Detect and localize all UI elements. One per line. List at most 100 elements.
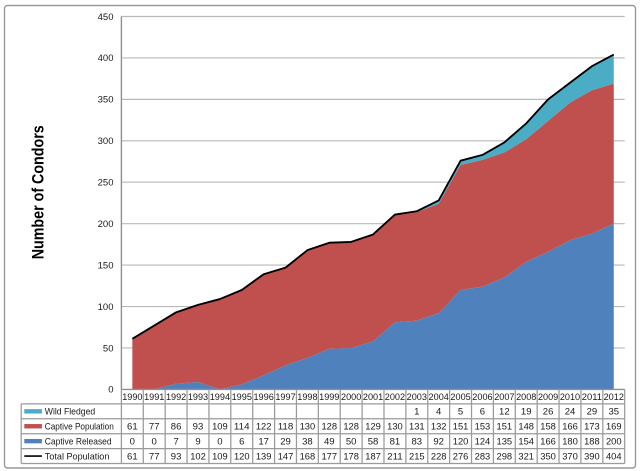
svg-text:250: 250 — [98, 178, 114, 189]
svg-text:128: 128 — [321, 420, 337, 431]
svg-text:188: 188 — [584, 435, 600, 446]
svg-text:Captive Released: Captive Released — [45, 436, 112, 446]
svg-text:321: 321 — [518, 450, 534, 461]
svg-text:228: 228 — [431, 450, 447, 461]
svg-text:132: 132 — [431, 420, 447, 431]
svg-text:178: 178 — [343, 450, 359, 461]
svg-text:Number of Condors: Number of Condors — [29, 125, 47, 259]
svg-text:2006: 2006 — [472, 391, 492, 402]
svg-text:283: 283 — [475, 450, 491, 461]
svg-text:130: 130 — [300, 420, 316, 431]
svg-text:2001: 2001 — [363, 391, 383, 402]
svg-text:2005: 2005 — [450, 391, 470, 402]
svg-text:29: 29 — [280, 435, 291, 446]
svg-text:400: 400 — [98, 53, 114, 64]
svg-text:1993: 1993 — [188, 391, 208, 402]
svg-text:83: 83 — [412, 435, 423, 446]
svg-text:2011: 2011 — [582, 391, 602, 402]
svg-text:1990: 1990 — [122, 391, 142, 402]
svg-text:77: 77 — [149, 420, 160, 431]
svg-text:2012: 2012 — [604, 391, 624, 402]
svg-text:118: 118 — [278, 420, 294, 431]
svg-text:404: 404 — [606, 450, 622, 461]
svg-text:131: 131 — [409, 420, 425, 431]
svg-text:24: 24 — [565, 406, 576, 417]
svg-text:38: 38 — [302, 435, 313, 446]
svg-text:2007: 2007 — [494, 391, 514, 402]
svg-text:1991: 1991 — [144, 391, 164, 402]
svg-text:151: 151 — [453, 420, 469, 431]
svg-text:61: 61 — [127, 450, 138, 461]
svg-text:150: 150 — [98, 260, 114, 271]
svg-text:147: 147 — [278, 450, 294, 461]
svg-text:6: 6 — [239, 435, 244, 446]
svg-text:61: 61 — [127, 420, 138, 431]
svg-text:169: 169 — [606, 420, 622, 431]
svg-text:177: 177 — [321, 450, 337, 461]
svg-text:139: 139 — [256, 450, 272, 461]
svg-text:168: 168 — [300, 450, 316, 461]
svg-text:1992: 1992 — [166, 391, 186, 402]
svg-text:2009: 2009 — [538, 391, 558, 402]
svg-text:114: 114 — [234, 420, 250, 431]
svg-text:Total Population: Total Population — [45, 451, 110, 461]
svg-text:26: 26 — [543, 406, 554, 417]
svg-text:2004: 2004 — [429, 391, 449, 402]
svg-text:50: 50 — [103, 343, 114, 354]
svg-text:276: 276 — [453, 450, 469, 461]
svg-text:4: 4 — [436, 406, 441, 417]
svg-text:130: 130 — [387, 420, 403, 431]
svg-text:7: 7 — [173, 435, 178, 446]
svg-text:86: 86 — [171, 420, 182, 431]
svg-text:2010: 2010 — [560, 391, 580, 402]
svg-text:1995: 1995 — [232, 391, 252, 402]
svg-text:180: 180 — [562, 435, 578, 446]
svg-text:93: 93 — [193, 420, 204, 431]
svg-text:450: 450 — [98, 12, 114, 23]
svg-text:135: 135 — [497, 435, 513, 446]
svg-text:2003: 2003 — [407, 391, 427, 402]
svg-text:2002: 2002 — [385, 391, 405, 402]
svg-text:128: 128 — [343, 420, 359, 431]
svg-text:92: 92 — [433, 435, 444, 446]
svg-text:6: 6 — [480, 406, 485, 417]
svg-text:35: 35 — [608, 406, 619, 417]
svg-text:77: 77 — [149, 450, 160, 461]
svg-text:151: 151 — [497, 420, 513, 431]
svg-text:187: 187 — [365, 450, 381, 461]
svg-text:122: 122 — [256, 420, 272, 431]
svg-text:124: 124 — [475, 435, 491, 446]
svg-text:153: 153 — [475, 420, 491, 431]
svg-text:Captive Population: Captive Population — [45, 421, 114, 431]
svg-text:173: 173 — [584, 420, 600, 431]
svg-text:1: 1 — [414, 406, 419, 417]
svg-text:19: 19 — [521, 406, 532, 417]
svg-text:102: 102 — [190, 450, 206, 461]
svg-text:390: 390 — [584, 450, 600, 461]
svg-text:58: 58 — [368, 435, 379, 446]
svg-text:81: 81 — [390, 435, 401, 446]
svg-text:50: 50 — [346, 435, 357, 446]
svg-text:Wild Fledged: Wild Fledged — [45, 407, 95, 417]
svg-text:1997: 1997 — [275, 391, 295, 402]
svg-text:129: 129 — [365, 420, 381, 431]
svg-text:200: 200 — [98, 219, 114, 230]
svg-text:0: 0 — [217, 435, 222, 446]
svg-text:5: 5 — [458, 406, 463, 417]
svg-text:109: 109 — [212, 420, 228, 431]
svg-text:12: 12 — [499, 406, 510, 417]
svg-text:215: 215 — [409, 450, 425, 461]
svg-text:120: 120 — [234, 450, 250, 461]
svg-text:211: 211 — [387, 450, 403, 461]
svg-text:2000: 2000 — [341, 391, 361, 402]
svg-text:166: 166 — [540, 435, 556, 446]
svg-text:0: 0 — [130, 435, 135, 446]
svg-text:200: 200 — [606, 435, 622, 446]
svg-text:9: 9 — [195, 435, 200, 446]
svg-text:154: 154 — [518, 435, 534, 446]
svg-text:350: 350 — [98, 95, 114, 106]
svg-text:17: 17 — [258, 435, 269, 446]
svg-text:1999: 1999 — [319, 391, 339, 402]
svg-text:120: 120 — [453, 435, 469, 446]
svg-text:300: 300 — [98, 136, 114, 147]
